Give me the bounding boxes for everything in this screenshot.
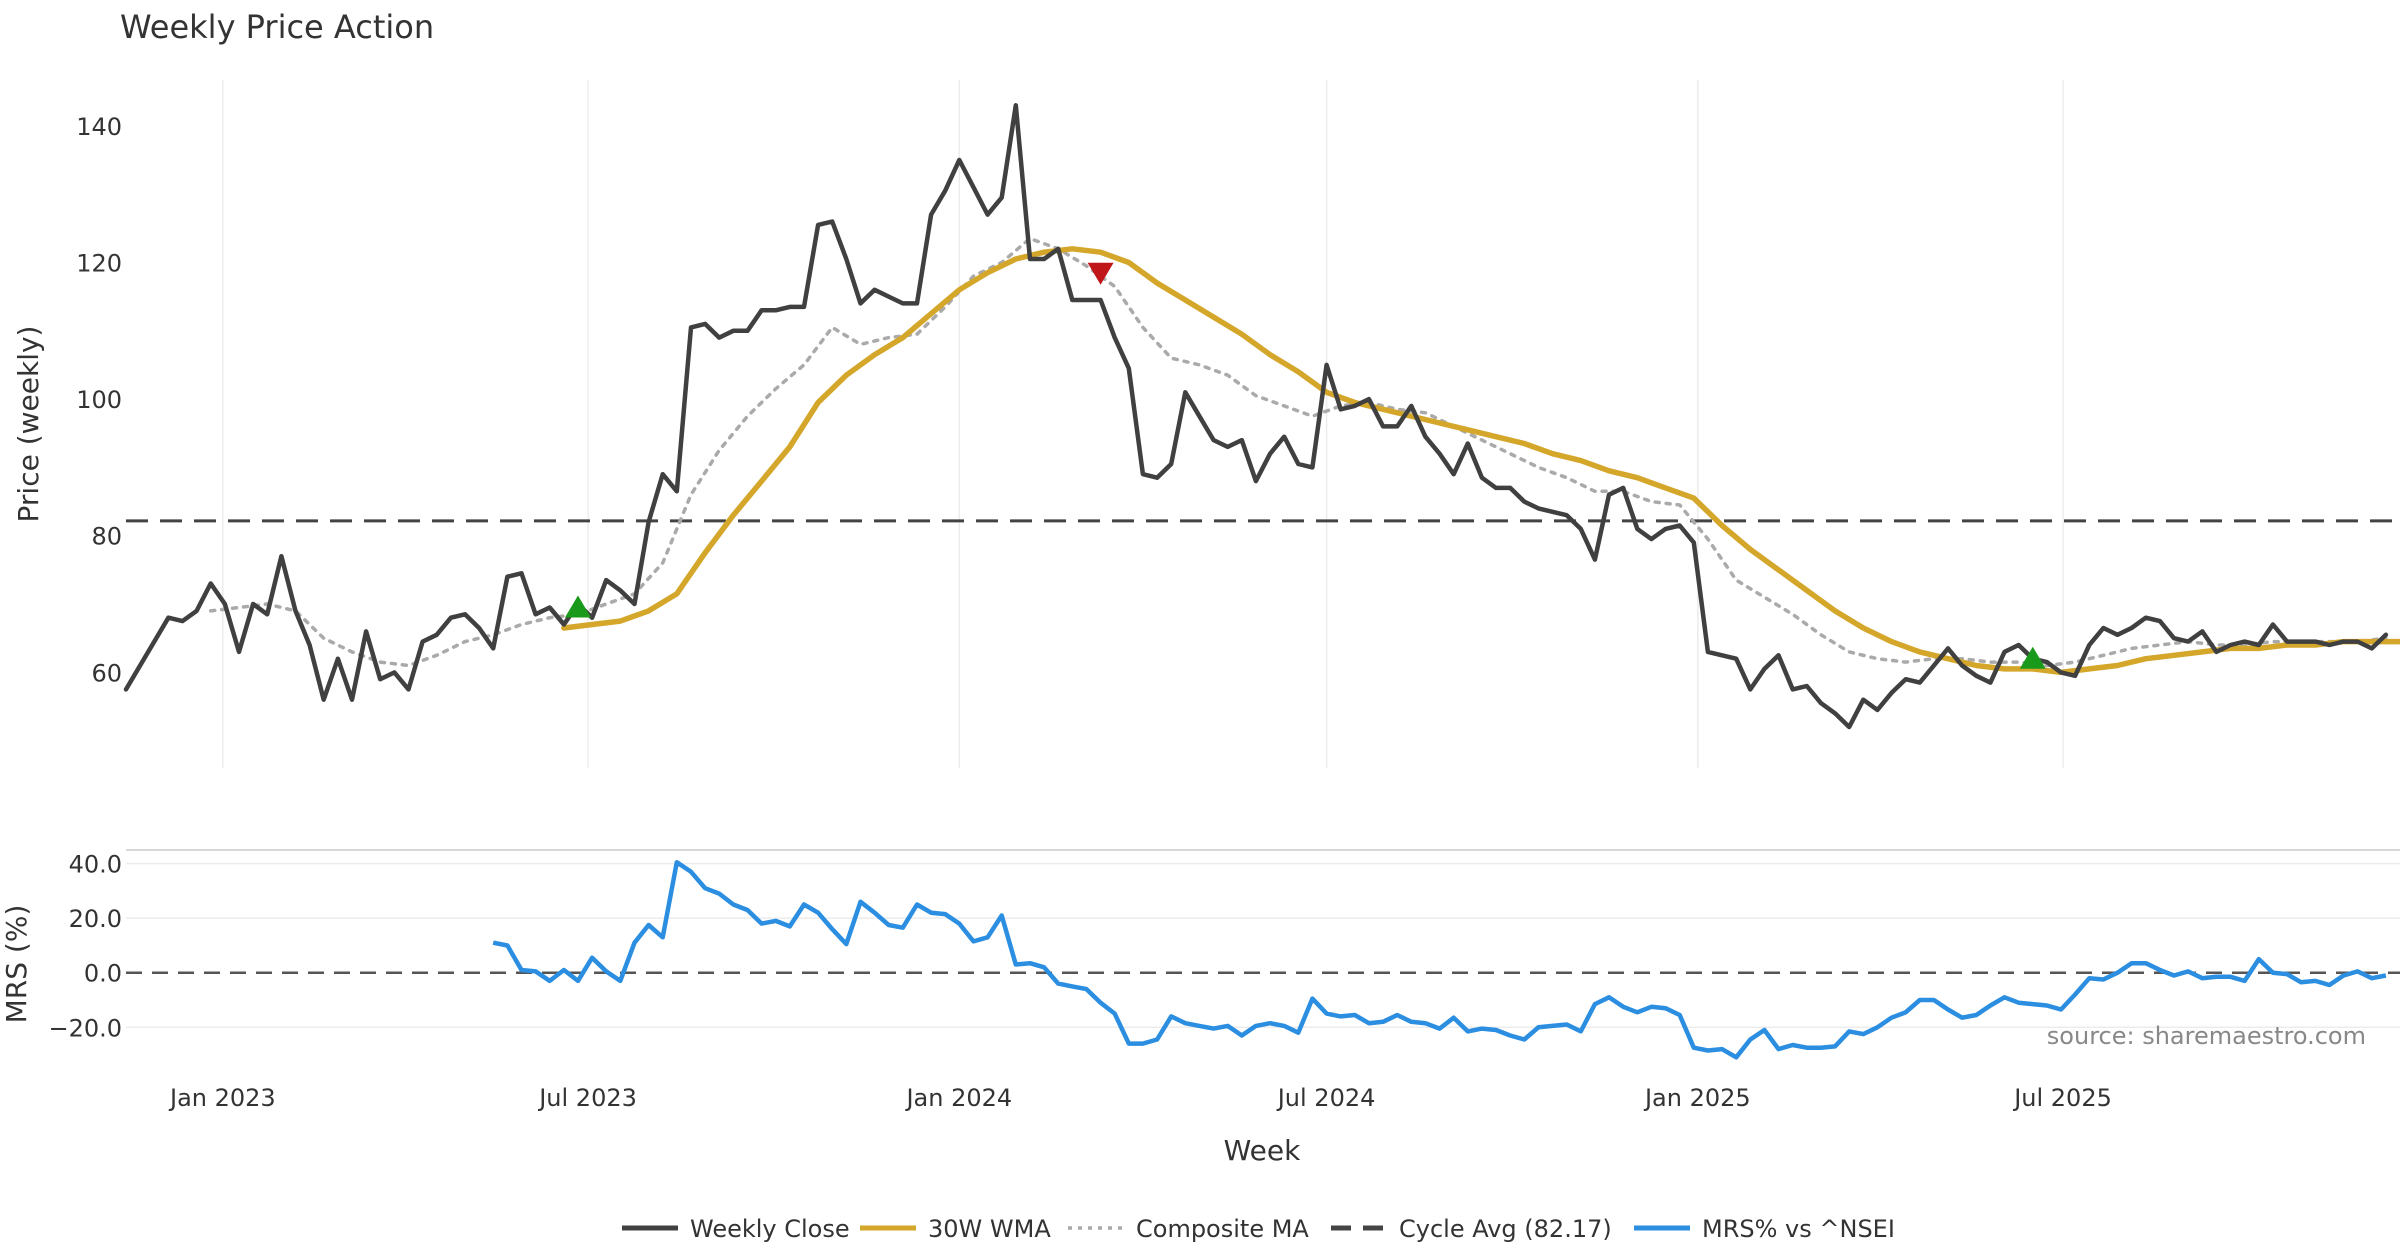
chart-title: Weekly Price Action	[120, 8, 434, 46]
mrs-y-axis-label: MRS (%)	[0, 905, 33, 1024]
weekly-close-line	[123, 103, 2389, 730]
source-annotation: source: sharemaestro.com	[2047, 1022, 2366, 1050]
legend: Weekly Close 30W WMA Composite MA Cycle Avg…	[622, 1215, 1895, 1243]
buy-signal-marker	[2019, 646, 2046, 669]
x-axis-ticks: Jan 2023 Jul 2023 Jan 2024 Jul 2024 Jan 2025…	[168, 1084, 2112, 1112]
price-y-tick-label: 140	[76, 113, 122, 141]
mrs-y-axis: 40.0 20.0 0.0 −20.0	[48, 851, 122, 1043]
price-y-axis-label: Price (weekly)	[12, 326, 45, 523]
mrs-y-tick-label: −20.0	[48, 1014, 122, 1042]
price-y-tick-label: 60	[91, 659, 122, 687]
sell-signal-marker	[1087, 262, 1114, 285]
mrs-y-tick-label: 0.0	[84, 960, 122, 988]
legend-label: Composite MA	[1136, 1215, 1309, 1243]
price-y-axis: 60 80 100 120 140	[76, 113, 122, 688]
price-y-tick-label: 100	[76, 386, 122, 414]
x-tick-label: Jan 2024	[904, 1084, 1012, 1112]
mrs-y-tick-label: 20.0	[69, 905, 122, 933]
x-tick-label: Jan 2025	[1643, 1084, 1751, 1112]
mrs-series-group	[126, 860, 2400, 1060]
mrs-line	[492, 860, 2387, 1060]
price-series-group	[123, 103, 2400, 730]
signal-markers	[564, 262, 2046, 669]
x-tick-label: Jul 2025	[2012, 1084, 2112, 1112]
legend-label: Weekly Close	[690, 1215, 850, 1243]
mrs-panel-grid	[126, 862, 2400, 1029]
buy-signal-marker	[564, 595, 591, 618]
x-axis-label: Week	[1224, 1134, 1301, 1167]
price-y-tick-label: 120	[76, 249, 122, 277]
price-y-tick-label: 80	[91, 523, 122, 551]
x-tick-label: Jul 2023	[537, 1084, 637, 1112]
legend-label: 30W WMA	[928, 1215, 1051, 1243]
mrs-y-tick-label: 40.0	[69, 851, 122, 879]
30w-wma-line	[561, 246, 2400, 676]
x-tick-label: Jul 2024	[1276, 1084, 1376, 1112]
x-tick-label: Jan 2023	[168, 1084, 276, 1112]
legend-label: MRS% vs ^NSEI	[1702, 1215, 1895, 1243]
legend-label: Cycle Avg (82.17)	[1399, 1215, 1612, 1243]
composite-ma-line	[208, 236, 2388, 668]
price-panel-grid	[222, 80, 2064, 768]
